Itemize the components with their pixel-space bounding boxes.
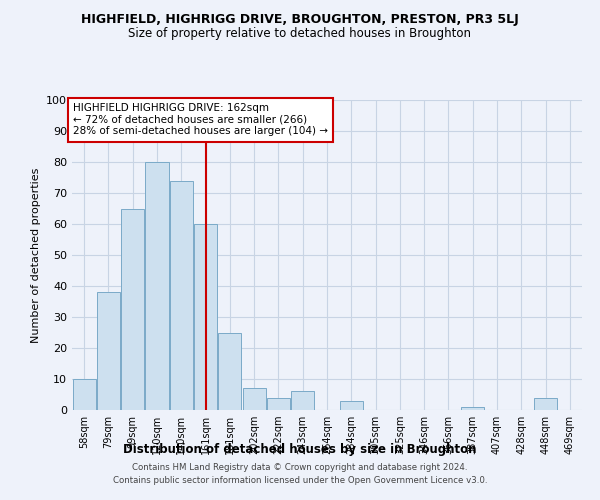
Text: HIGHFIELD HIGHRIGG DRIVE: 162sqm
← 72% of detached houses are smaller (266)
28% : HIGHFIELD HIGHRIGG DRIVE: 162sqm ← 72% o…	[73, 103, 328, 136]
Bar	[340, 400, 363, 410]
Bar	[218, 332, 241, 410]
Bar	[170, 180, 193, 410]
Y-axis label: Number of detached properties: Number of detached properties	[31, 168, 41, 342]
Bar	[97, 292, 120, 410]
Bar	[461, 407, 484, 410]
Text: HIGHFIELD, HIGHRIGG DRIVE, BROUGHTON, PRESTON, PR3 5LJ: HIGHFIELD, HIGHRIGG DRIVE, BROUGHTON, PR…	[81, 12, 519, 26]
Bar	[73, 379, 95, 410]
Bar	[194, 224, 217, 410]
Text: Contains HM Land Registry data © Crown copyright and database right 2024.
Contai: Contains HM Land Registry data © Crown c…	[113, 464, 487, 485]
Bar	[242, 388, 266, 410]
Bar	[145, 162, 169, 410]
Bar	[534, 398, 557, 410]
Text: Distribution of detached houses by size in Broughton: Distribution of detached houses by size …	[123, 442, 477, 456]
Bar	[291, 392, 314, 410]
Text: Size of property relative to detached houses in Broughton: Size of property relative to detached ho…	[128, 28, 472, 40]
Bar	[267, 398, 290, 410]
Bar	[121, 208, 144, 410]
